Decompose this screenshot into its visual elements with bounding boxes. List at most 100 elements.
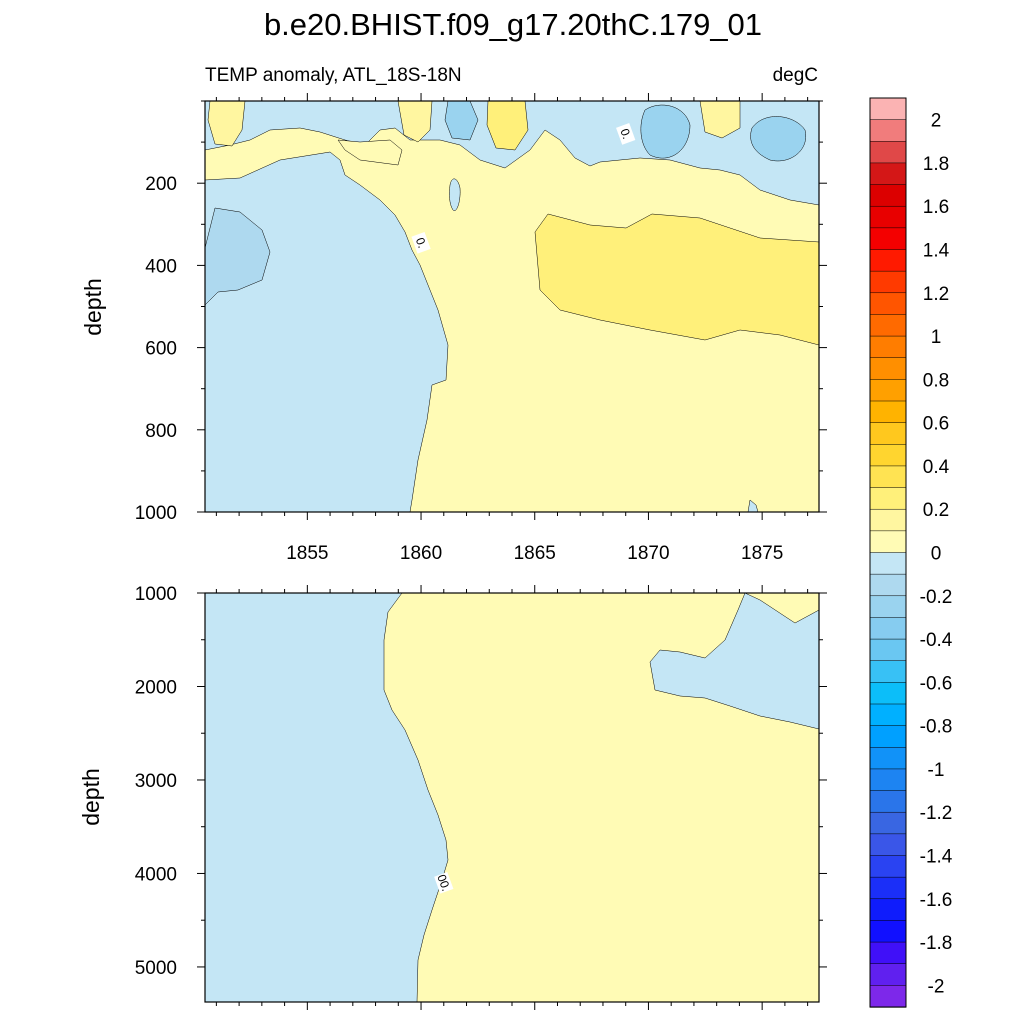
- colorbar-swatch: [869, 335, 907, 359]
- y-tick-label: 4000: [135, 864, 177, 885]
- colorbar-label: 1: [931, 327, 942, 348]
- upper-positive-lens-2: [397, 101, 433, 143]
- colorbar-swatch: [869, 833, 907, 857]
- colorbar-label: -0.4: [920, 630, 953, 651]
- lower-contour-field: [205, 593, 819, 1002]
- colorbar-swatch: [869, 508, 907, 532]
- upper-y-axis-label: depth: [80, 278, 106, 336]
- colorbar-swatch: [869, 97, 907, 121]
- colorbar-swatch: [869, 768, 907, 792]
- upper-positive-lens-4: [699, 101, 741, 139]
- colorbar-label: -1.2: [920, 803, 953, 824]
- right-subtitle: degC: [773, 65, 818, 86]
- colorbar-label: 0.4: [923, 457, 950, 478]
- colorbar-swatch: [869, 617, 907, 640]
- colorbar-swatch: [869, 119, 907, 142]
- colorbar-swatch: [869, 422, 907, 445]
- colorbar-swatch: [869, 400, 907, 424]
- colorbar-swatch: [869, 465, 907, 489]
- colorbar-label: 0.8: [923, 370, 949, 391]
- y-tick-label: 5000: [135, 958, 177, 979]
- upper-negative-lens: [449, 178, 461, 211]
- y-tick-label: 2000: [135, 677, 177, 698]
- colorbar-swatch: [869, 530, 907, 554]
- y-tick-label: 3000: [135, 771, 177, 792]
- y-tick-label: 200: [145, 174, 177, 195]
- chart-title: b.e20.BHIST.f09_g17.20thC.179_01: [264, 7, 762, 42]
- contour-label: 0.: [617, 127, 634, 141]
- y-tick-label: 400: [145, 256, 177, 277]
- colorbar-swatch: [869, 747, 907, 770]
- y-tick-label: 1000: [135, 584, 177, 605]
- colorbar-label: 0: [931, 544, 942, 565]
- left-subtitle: TEMP anomaly, ATL_18S-18N: [205, 65, 462, 86]
- contour-label-box: [434, 871, 454, 894]
- colorbar-swatch: [869, 205, 907, 229]
- x-tick-label: 1875: [741, 543, 783, 564]
- colorbar-swatch: [869, 963, 907, 987]
- upper-contour-field: [205, 101, 819, 512]
- colorbar-swatch: [869, 184, 907, 207]
- colorbar-swatch: [869, 249, 907, 272]
- colorbar-swatch: [869, 573, 907, 597]
- lower-negative-region-west: [205, 593, 449, 1002]
- upper-positive-lens-3: [486, 101, 529, 151]
- upper-positive-lens-5: [337, 139, 403, 166]
- colorbar-swatch: [869, 920, 907, 943]
- x-tick-label: 1860: [400, 543, 442, 564]
- y-tick-label: 1000: [135, 503, 177, 524]
- colorbar-swatch: [869, 595, 907, 619]
- x-tick-label: 1865: [514, 543, 556, 564]
- upper-positive-warm-core: [534, 213, 819, 346]
- colorbar-frame: [869, 97, 907, 1008]
- colorbar-swatch: [869, 855, 907, 878]
- upper-negative-tongue-bottom: [747, 499, 759, 512]
- colorbar-label: 1.8: [923, 154, 949, 175]
- colorbar-swatch: [869, 703, 907, 727]
- colorbar-swatch: [869, 790, 907, 813]
- lower-panel: 1000 2000 3000 4000 5000 00. depth: [78, 584, 827, 1010]
- colorbar-swatch: [869, 444, 907, 467]
- upper-negative-core-3: [444, 101, 479, 141]
- colorbar-swatch: [869, 141, 907, 164]
- colorbar-swatch: [869, 292, 907, 316]
- colorbar-label: -1.8: [920, 933, 953, 954]
- colorbar-swatch: [869, 552, 907, 575]
- colorbar-swatch: [869, 725, 907, 748]
- upper-negative-patch-west: [205, 207, 271, 306]
- lower-contour-labels: 00.: [434, 871, 454, 894]
- colorbar-swatch: [869, 660, 907, 684]
- contour-label-box: [616, 123, 636, 145]
- colorbar-swatch: [869, 811, 907, 835]
- lower-negative-region-east: [649, 593, 819, 730]
- colorbar-label: -0.8: [920, 717, 953, 738]
- colorbar-swatch: [869, 357, 907, 381]
- x-tick-label: 1870: [627, 543, 669, 564]
- colorbar-swatch: [869, 638, 907, 662]
- upper-positive-lens-1: [207, 101, 246, 147]
- lower-y-axis-label: depth: [78, 768, 104, 826]
- colorbar-swatch: [869, 487, 907, 510]
- colorbar-label: -1.4: [920, 847, 953, 868]
- colorbar-label: -0.2: [920, 587, 953, 608]
- upper-negative-core-2: [750, 116, 807, 162]
- y-tick-label: 800: [145, 421, 177, 442]
- colorbar-label: -0.6: [920, 673, 953, 694]
- contour-label: 00.: [434, 873, 453, 893]
- colorbar-label: 1.6: [923, 197, 949, 218]
- colorbar-swatch: [869, 270, 907, 294]
- colorbar-swatch: [869, 941, 907, 965]
- upper-contour-labels: 0. 0.: [411, 123, 636, 254]
- colorbar-label: 0.6: [923, 414, 949, 435]
- colorbar-swatch: [869, 227, 907, 251]
- colorbar-label: 1.4: [923, 241, 950, 262]
- contour-label-box: [411, 231, 431, 254]
- colorbar-swatch: [869, 314, 907, 337]
- colorbar-label: -2: [928, 976, 945, 997]
- colorbar: 2 1.8 1.6 1.4 1.2 1 0.8 0.6 0.4 0.2 0 -0.2 -0.4 -0.6 -…: [869, 97, 953, 1008]
- lower-ticks: 1000 2000 3000 4000 5000: [135, 584, 827, 1010]
- colorbar-label: 2: [931, 111, 942, 132]
- contour-label: 0.: [413, 236, 430, 250]
